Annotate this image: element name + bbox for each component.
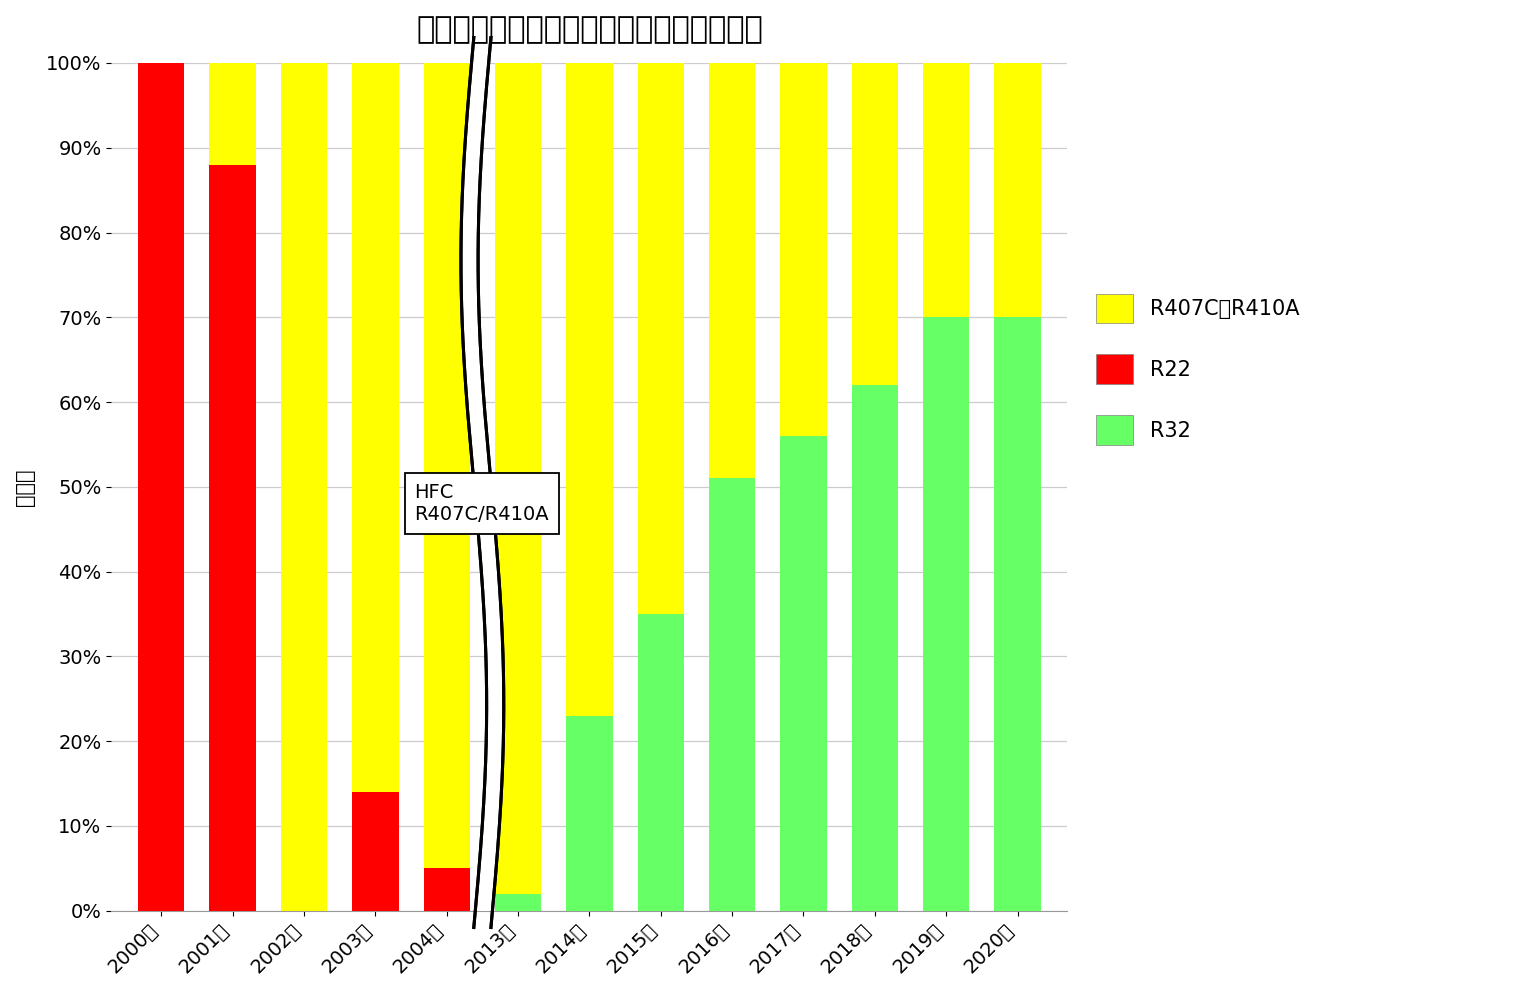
Bar [352,792,399,911]
Bar [851,385,899,911]
Y-axis label: 構成比: 構成比 [15,468,35,506]
Bar [567,63,612,715]
Bar [780,63,827,435]
Bar [423,868,471,911]
Bar [923,63,969,317]
Bar [638,63,684,614]
Bar [280,63,327,911]
Bar [210,165,256,911]
Bar [638,614,684,911]
Bar [139,63,184,911]
Bar [567,715,612,911]
Polygon shape [461,38,504,928]
Bar [708,63,755,478]
Bar [352,63,399,792]
Bar [780,435,827,911]
Bar [923,317,969,911]
Title: パッケージエアコン　年度別冷媒種構成比: パッケージエアコン 年度別冷媒種構成比 [416,15,763,44]
Text: HFC
R407C/R410A: HFC R407C/R410A [414,483,550,524]
Legend: R407C，R410A, R22, R32: R407C，R410A, R22, R32 [1087,286,1308,453]
Bar [995,63,1040,317]
Bar [708,478,755,911]
Bar [495,894,541,911]
Bar [423,63,471,868]
Bar [210,63,256,165]
Bar [495,63,541,894]
Bar [995,317,1040,911]
Bar [851,63,899,385]
